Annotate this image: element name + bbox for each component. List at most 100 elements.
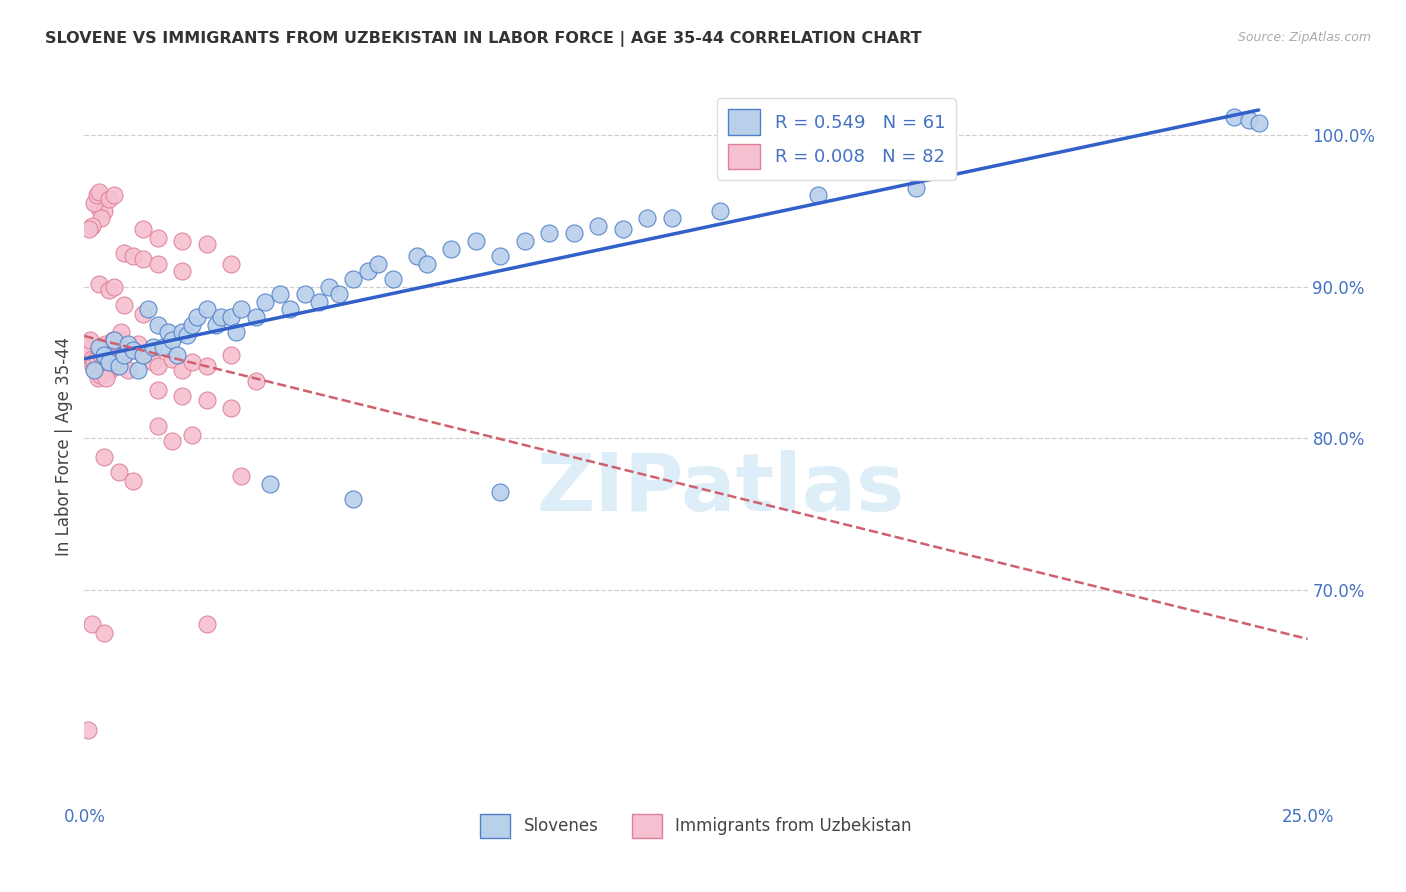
Text: SLOVENE VS IMMIGRANTS FROM UZBEKISTAN IN LABOR FORCE | AGE 35-44 CORRELATION CHA: SLOVENE VS IMMIGRANTS FROM UZBEKISTAN IN… bbox=[45, 31, 921, 47]
Point bbox=[278, 302, 301, 317]
Point bbox=[127, 363, 149, 377]
Point bbox=[181, 318, 204, 332]
Point bbox=[103, 279, 125, 293]
Point bbox=[87, 343, 110, 358]
Point bbox=[1237, 112, 1260, 127]
Point bbox=[142, 340, 165, 354]
Point bbox=[80, 616, 103, 631]
Point bbox=[97, 355, 120, 369]
Point bbox=[195, 359, 218, 373]
Point bbox=[225, 325, 247, 339]
Point bbox=[146, 231, 169, 245]
Point bbox=[245, 374, 267, 388]
Point bbox=[142, 355, 165, 369]
Point bbox=[219, 310, 242, 324]
Point bbox=[342, 492, 364, 507]
Point bbox=[93, 625, 115, 640]
Y-axis label: In Labor Force | Age 35-44: In Labor Force | Age 35-44 bbox=[55, 336, 73, 556]
Point bbox=[195, 302, 218, 317]
Point bbox=[127, 337, 149, 351]
Point bbox=[122, 343, 145, 358]
Point bbox=[162, 434, 184, 449]
Point bbox=[98, 363, 121, 377]
Point bbox=[162, 333, 184, 347]
Point bbox=[93, 355, 115, 369]
Point bbox=[101, 333, 124, 347]
Point bbox=[489, 249, 512, 263]
Point bbox=[117, 337, 139, 351]
Point bbox=[76, 348, 98, 362]
Point bbox=[77, 222, 100, 236]
Point bbox=[342, 272, 364, 286]
Point bbox=[90, 211, 112, 226]
Point bbox=[186, 310, 208, 324]
Point bbox=[132, 307, 155, 321]
Point bbox=[538, 227, 561, 241]
Point bbox=[245, 310, 267, 324]
Point bbox=[90, 348, 112, 362]
Point bbox=[103, 188, 125, 202]
Point bbox=[152, 340, 174, 354]
Point bbox=[176, 328, 198, 343]
Point bbox=[1247, 115, 1270, 129]
Point bbox=[181, 355, 204, 369]
Point bbox=[172, 363, 194, 377]
Point bbox=[107, 333, 129, 347]
Point bbox=[406, 249, 429, 263]
Point bbox=[807, 188, 830, 202]
Point bbox=[172, 234, 194, 248]
Point bbox=[115, 343, 138, 358]
Point bbox=[269, 287, 291, 301]
Point bbox=[661, 211, 683, 226]
Point bbox=[328, 287, 350, 301]
Point bbox=[103, 352, 125, 367]
Point bbox=[636, 211, 658, 226]
Point bbox=[93, 348, 115, 362]
Point bbox=[96, 370, 118, 384]
Point bbox=[195, 237, 218, 252]
Point bbox=[122, 343, 145, 358]
Point bbox=[91, 359, 114, 373]
Point bbox=[562, 227, 585, 241]
Point bbox=[1223, 110, 1246, 124]
Point bbox=[89, 368, 111, 382]
Point bbox=[440, 242, 463, 256]
Point bbox=[112, 348, 135, 362]
Point bbox=[489, 484, 512, 499]
Point bbox=[162, 352, 184, 367]
Point bbox=[229, 469, 252, 483]
Point bbox=[132, 222, 155, 236]
Point bbox=[83, 363, 105, 377]
Point bbox=[181, 428, 204, 442]
Point bbox=[87, 370, 110, 384]
Text: Source: ZipAtlas.com: Source: ZipAtlas.com bbox=[1237, 31, 1371, 45]
Point bbox=[146, 257, 169, 271]
Point bbox=[205, 318, 228, 332]
Point bbox=[87, 186, 110, 200]
Point bbox=[612, 222, 634, 236]
Point bbox=[132, 252, 155, 267]
Point bbox=[308, 294, 330, 309]
Point bbox=[219, 348, 242, 362]
Text: ZIPatlas: ZIPatlas bbox=[536, 450, 904, 528]
Point bbox=[381, 272, 404, 286]
Point bbox=[93, 203, 115, 218]
Point bbox=[97, 283, 120, 297]
Point bbox=[77, 340, 100, 354]
Point bbox=[219, 401, 242, 415]
Point bbox=[195, 393, 218, 408]
Point bbox=[122, 249, 145, 263]
Point bbox=[77, 723, 100, 737]
Point bbox=[107, 465, 129, 479]
Point bbox=[318, 279, 340, 293]
Point bbox=[172, 389, 194, 403]
Point bbox=[117, 363, 139, 377]
Point bbox=[172, 325, 194, 339]
Point bbox=[83, 196, 105, 211]
Point bbox=[93, 450, 115, 464]
Point bbox=[586, 219, 609, 233]
Point bbox=[86, 188, 108, 202]
Point bbox=[96, 348, 118, 362]
Point bbox=[709, 203, 731, 218]
Point bbox=[80, 219, 103, 233]
